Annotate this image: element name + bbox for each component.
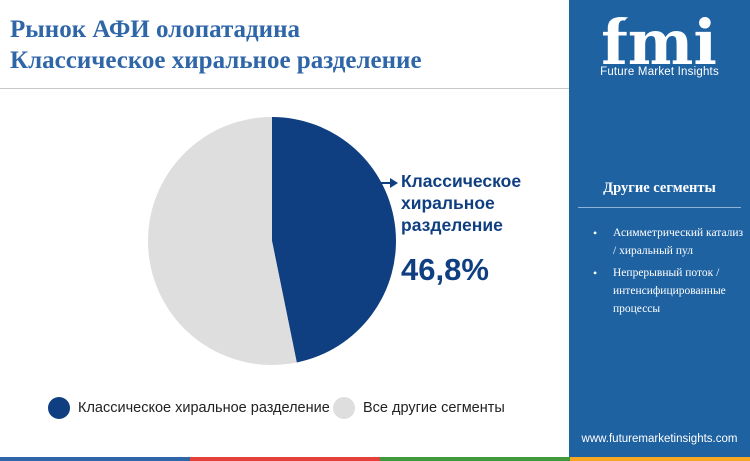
title-divider (0, 88, 569, 89)
segment-item: • Непрерывный поток / интенсифицированны… (593, 264, 745, 318)
logo-wordmark: fmi (601, 8, 717, 79)
pie-slice-classic-chiral-resolution (272, 117, 396, 363)
legend-item-classic: Классическое хиральное разделение (48, 396, 333, 420)
callout-value: 46,8% (401, 252, 489, 287)
segment-item: • Асимметрический катализ / хиральный пу… (593, 224, 745, 260)
pie-slice-other-segments (147, 117, 297, 366)
legend-swatch-other (333, 397, 355, 419)
stripe-segment-blue (0, 457, 190, 461)
segments-divider (578, 207, 741, 208)
callout-arrow-head (390, 178, 398, 188)
chart-legend: Классическое хиральное разделение Все др… (48, 396, 568, 420)
bullet-icon: • (593, 226, 598, 240)
logo-globe-icon-2 (660, 17, 674, 31)
pie-chart (147, 117, 398, 366)
title-line-2: Классическое хиральное разделение (10, 47, 422, 74)
legend-label-other: Все другие сегменты (363, 400, 505, 416)
bullet-icon: • (593, 266, 598, 280)
chart-title: Рынок АФИ олопатадина Классическое хирал… (10, 14, 565, 76)
other-segments-list: • Асимметрический катализ / хиральный пу… (593, 224, 745, 322)
logo-subtitle: Future Market Insights (600, 66, 719, 78)
title-line-1: Рынок АФИ олопатадина (10, 16, 300, 43)
callout-label: Классическое хиральное разделение (401, 171, 522, 235)
stripe-segment-yellow (570, 457, 750, 461)
stripe-segment-green (380, 457, 570, 461)
bottom-color-stripe (0, 457, 750, 461)
stripe-segment-red (190, 457, 380, 461)
legend-label-classic: Классическое хиральное разделение (78, 400, 330, 416)
segment-label: Асимметрический катализ / хиральный пул (613, 227, 744, 257)
logo-globe-icon (624, 17, 638, 31)
legend-swatch-classic (48, 397, 70, 419)
website-link[interactable]: www.futuremarketinsights.com (581, 433, 738, 445)
other-segments-heading: Другие сегменты (603, 180, 716, 196)
legend-item-other: Все другие сегменты (333, 396, 505, 420)
fmi-logo: fmi (601, 8, 717, 79)
slice-callout: Классическое хиральное разделение 46,8% (401, 170, 561, 288)
logo-globe-icon-3 (684, 17, 698, 31)
segment-label: Непрерывный поток / интенсифицированные … (613, 267, 726, 315)
sidebar-panel: fmi Future Market Insights Другие сегмен… (569, 0, 750, 457)
